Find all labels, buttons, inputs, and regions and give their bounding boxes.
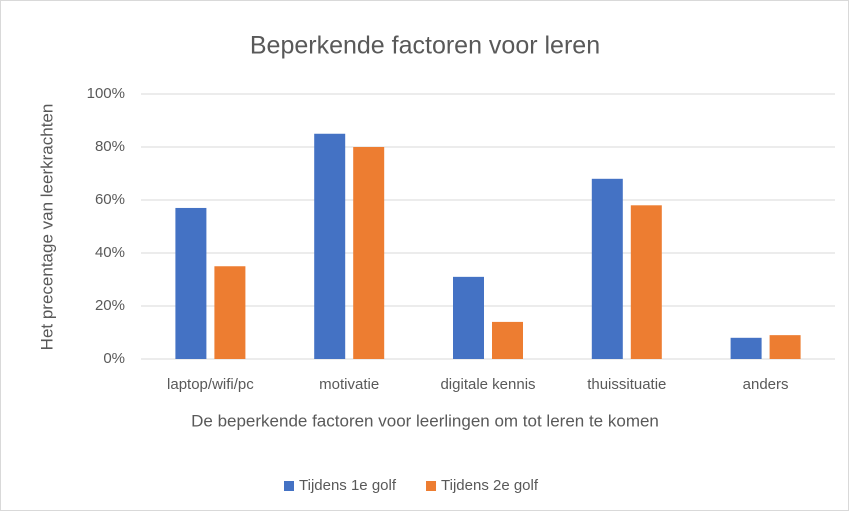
x-tick-label: thuissituatie (587, 376, 666, 393)
y-tick-label: 100% (87, 85, 125, 102)
legend-swatch (426, 481, 437, 491)
y-axis-label: Het precentage van leerkrachten (37, 104, 56, 351)
legend-label: Tijdens 1e golf (299, 477, 397, 494)
bar (453, 276, 484, 359)
y-tick-label: 80% (95, 138, 125, 155)
x-axis-label: De beperkende factoren voor leerlingen o… (191, 411, 659, 430)
bar (214, 266, 246, 359)
y-tick-label: 0% (103, 350, 125, 367)
y-tick-label: 60% (95, 191, 125, 208)
bar (730, 337, 762, 359)
bar (314, 133, 346, 359)
bar (353, 147, 385, 359)
y-tick-label: 40% (95, 244, 125, 261)
x-tick-label: anders (743, 376, 789, 393)
legend-swatch (284, 481, 294, 491)
x-tick-label: digitale kennis (440, 376, 535, 393)
legend-label: Tijdens 2e golf (441, 477, 539, 494)
x-tick-label: laptop/wifi/pc (167, 376, 254, 393)
chart-title: Beperkende factoren voor leren (250, 32, 600, 60)
bar (492, 321, 523, 359)
x-tick-label: motivatie (319, 376, 379, 393)
bar (591, 178, 623, 359)
bar (769, 335, 801, 359)
bar (630, 205, 662, 359)
y-tick-label: 20% (95, 297, 125, 314)
bar (175, 207, 207, 359)
